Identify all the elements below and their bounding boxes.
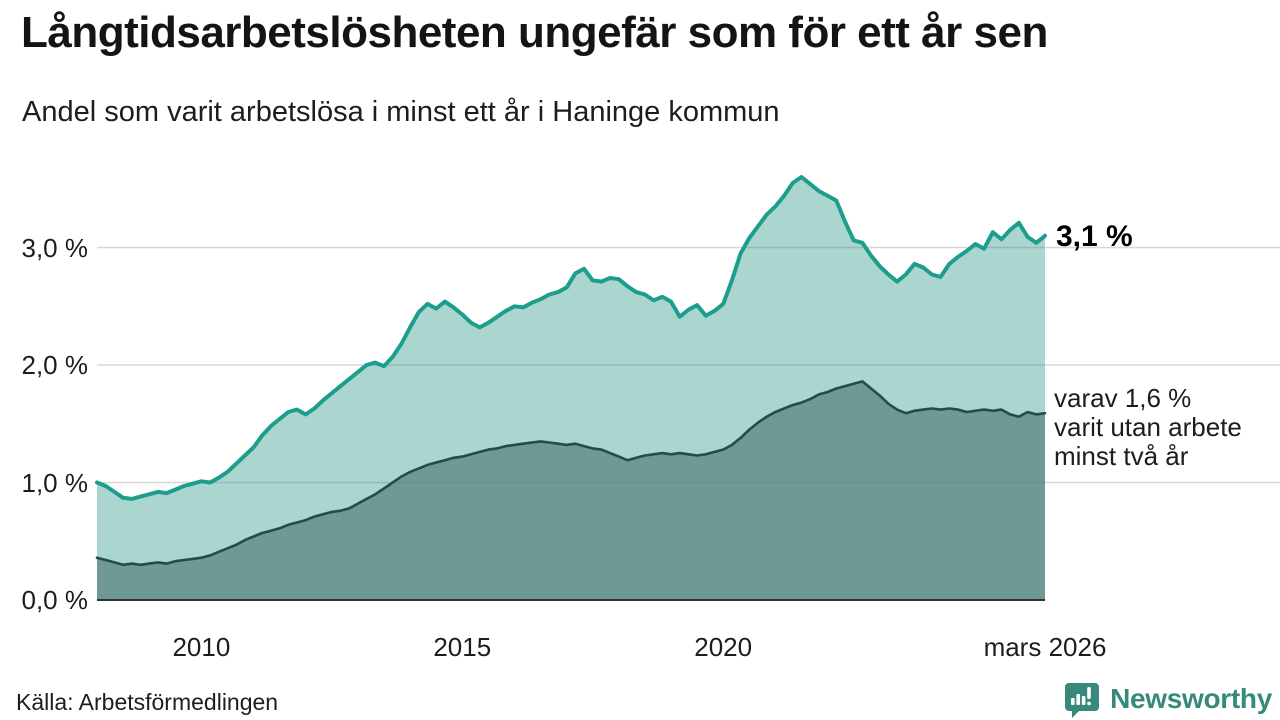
secondary-series-annotation: varav 1,6 % varit utan arbete minst två … xyxy=(1054,384,1242,471)
y-axis-tick-label: 0,0 % xyxy=(21,585,89,615)
series-line-minst-tva-ar xyxy=(95,380,1047,567)
secondary-annotation-line: minst två år xyxy=(1054,441,1189,471)
series-line-minst-ett-ar xyxy=(95,175,1047,501)
newsworthy-wordmark: Newsworthy xyxy=(1110,683,1272,714)
y-axis-tick-label: 2,0 % xyxy=(21,350,89,380)
x-axis-tick-label: 2020 xyxy=(694,632,753,662)
newsworthy-bubble-icon xyxy=(1065,683,1100,718)
newsworthy-logo[interactable]: Newsworthy xyxy=(1062,678,1272,720)
page-subtitle: Andel som varit arbetslösa i minst ett å… xyxy=(22,96,780,128)
latest-value-annotation: 3,1 % xyxy=(1056,220,1133,253)
source-note: Källa: Arbetsförmedlingen xyxy=(16,689,279,715)
x-axis-tick-label: mars 2026 xyxy=(983,632,1107,662)
page-title: Långtidsarbetslösheten ungefär som för e… xyxy=(21,8,1048,57)
y-axis-tick-label: 3,0 % xyxy=(21,232,89,263)
y-axis-tick-label: 1,0 % xyxy=(21,467,89,498)
x-axis-tick-label: 2015 xyxy=(433,632,492,662)
area-fill-minst-tva-ar xyxy=(97,381,1045,600)
x-axis-tick-label: 2010 xyxy=(172,632,231,662)
secondary-annotation-line: varav 1,6 % xyxy=(1054,383,1192,413)
secondary-annotation-line: varit utan arbete xyxy=(1054,412,1242,442)
